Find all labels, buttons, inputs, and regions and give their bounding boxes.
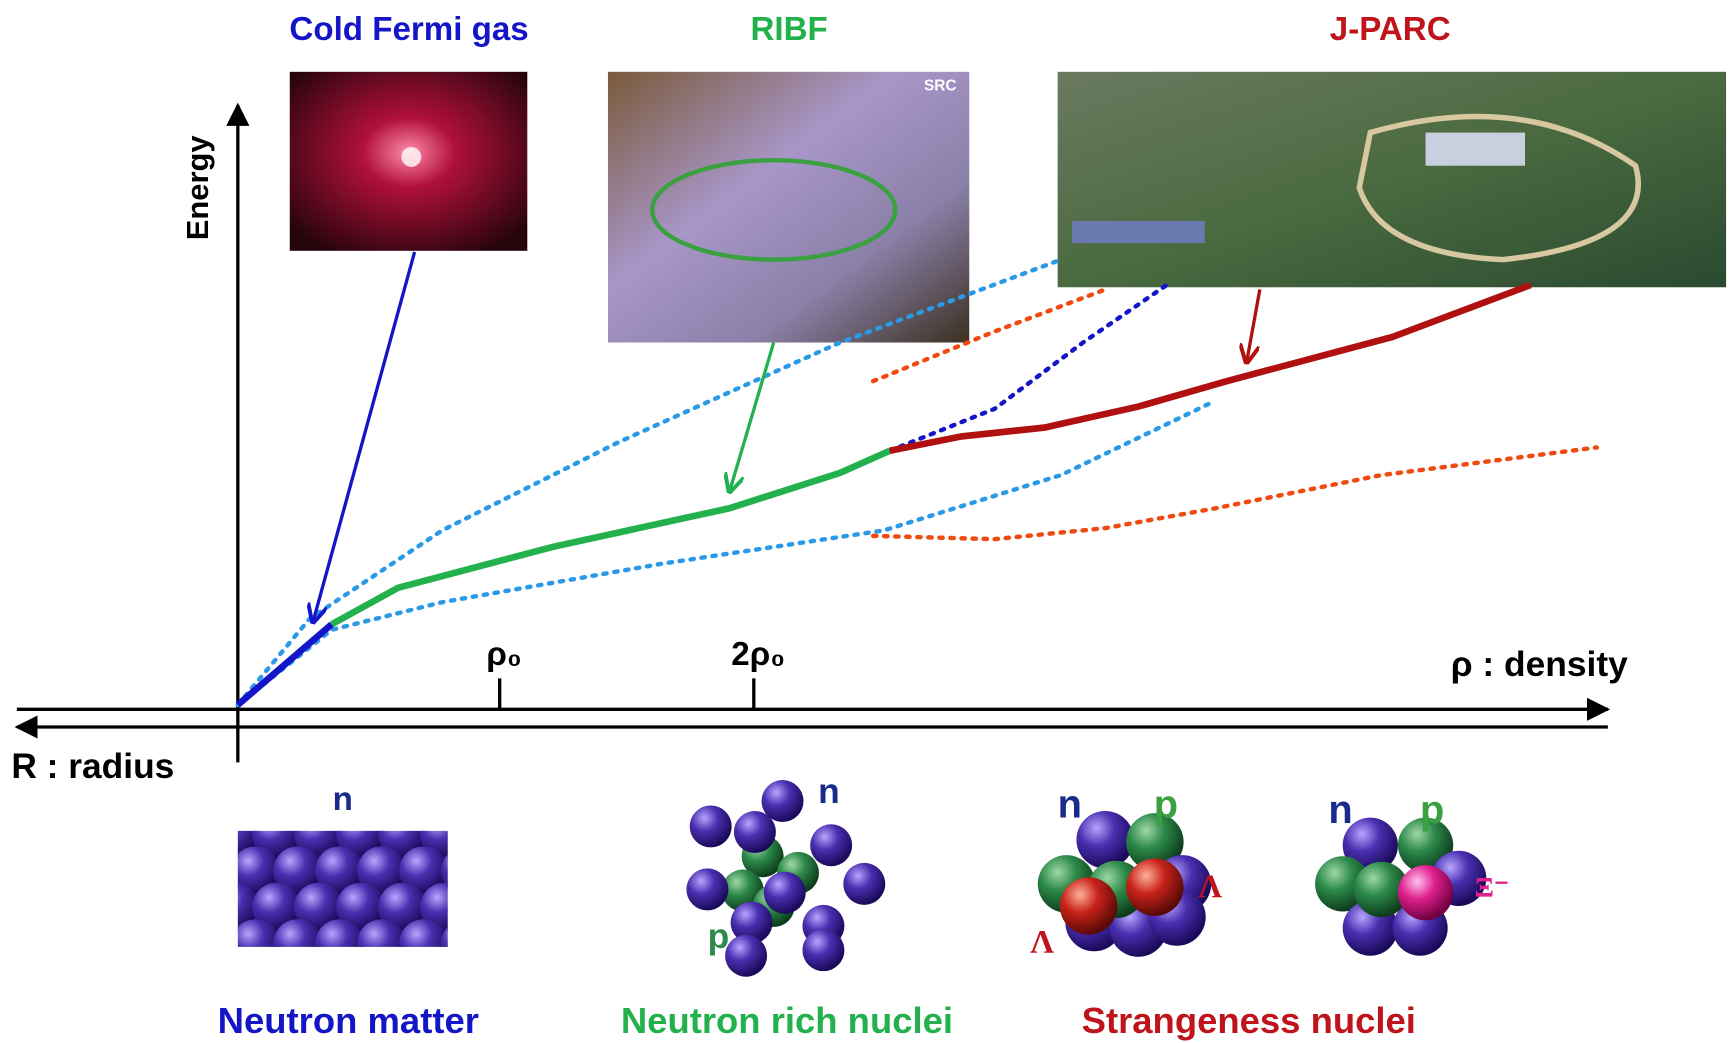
- nucleon: [843, 863, 885, 905]
- photo: [608, 72, 969, 343]
- nucleon: [1060, 877, 1117, 934]
- nucleon: [802, 929, 844, 971]
- nucleon: [690, 805, 732, 847]
- y-axis-label: Energy: [180, 135, 215, 241]
- photo-detail: [1072, 221, 1205, 243]
- nuclei: [210, 780, 1486, 977]
- particle-label: n: [1058, 783, 1082, 827]
- nucleon: [764, 872, 806, 914]
- nucleon: [725, 935, 767, 977]
- nucleon: [231, 919, 280, 968]
- nucleon: [686, 868, 728, 910]
- tick-label: ρ₀: [486, 636, 521, 673]
- nucleon: [315, 919, 364, 968]
- photo-detail: [401, 147, 421, 167]
- particle-label: Λ: [1198, 868, 1222, 905]
- particle-label: p: [708, 917, 730, 956]
- nucleon: [1126, 858, 1183, 915]
- nucleon: [399, 919, 448, 968]
- particle-label: p: [1154, 783, 1178, 827]
- photo-caption: SRC: [924, 78, 957, 95]
- nucleon: [441, 919, 490, 968]
- photo-detail: [1426, 133, 1525, 166]
- arrow: [1247, 289, 1260, 362]
- particle-label: Λ: [1030, 923, 1054, 960]
- facility-label: RIBF: [751, 11, 828, 48]
- photo: [1058, 72, 1726, 287]
- particle-label: n: [333, 781, 353, 818]
- dotted-curve: [238, 403, 1210, 705]
- tick-label: 2ρ₀: [731, 636, 785, 673]
- curve-ribf: [332, 451, 890, 624]
- diagram: Cold Fermi gas RIBF J-PARC SRC Energy ρ₀…: [0, 0, 1733, 1043]
- curve-cold-fermi: [238, 624, 332, 705]
- particle-label: Ξ⁻: [1475, 872, 1510, 904]
- r-axis-label: R : radius: [11, 747, 174, 786]
- nucleon: [1398, 865, 1453, 920]
- x-axis-label: ρ : density: [1451, 645, 1628, 684]
- facility-label: Cold Fermi gas: [289, 11, 528, 48]
- nucleon: [357, 919, 406, 968]
- particle-label: n: [1328, 788, 1352, 832]
- nucleus-title: Neutron rich nuclei: [621, 1000, 953, 1041]
- dotted-curve: [873, 447, 1597, 539]
- arrow: [729, 343, 773, 492]
- nucleus-title: Strangeness nuclei: [1082, 1000, 1416, 1041]
- nucleon: [441, 846, 490, 895]
- nucleon: [810, 824, 852, 866]
- nucleon: [1076, 811, 1133, 868]
- neutron-matter: [210, 810, 490, 968]
- nucleon: [273, 919, 322, 968]
- particle-label: n: [818, 772, 840, 811]
- nucleon: [734, 811, 776, 853]
- nucleus-title: Neutron matter: [218, 1000, 479, 1041]
- arrow: [313, 252, 415, 622]
- facility-label: J-PARC: [1330, 11, 1451, 48]
- curve-jparc: [890, 285, 1531, 451]
- particle-label: p: [1420, 788, 1444, 832]
